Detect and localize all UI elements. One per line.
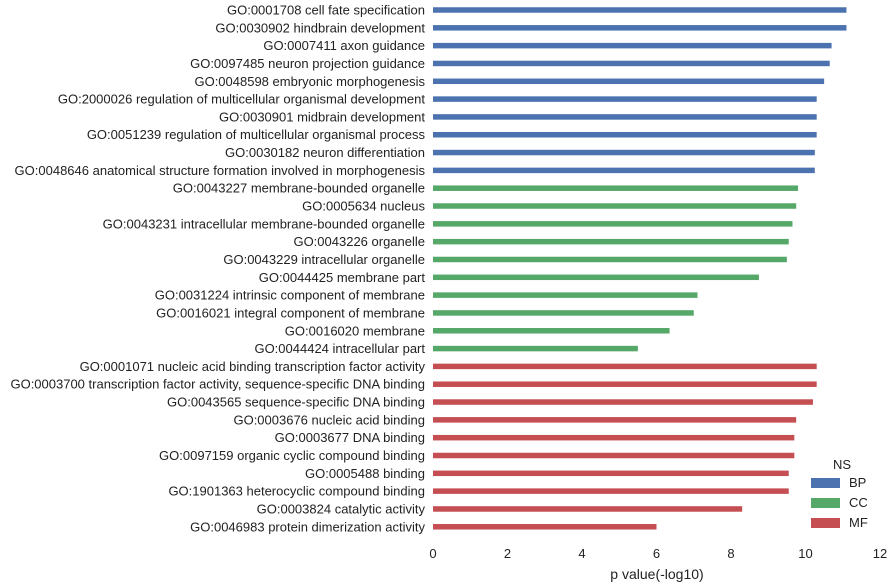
bar-cc-13 [433,238,789,245]
category-label: GO:0043227 membrane-bounded organelle [173,181,425,196]
bar-cc-15 [433,274,759,281]
category-label: GO:0048646 anatomical structure formatio… [15,163,426,178]
category-label: GO:0046983 protein dimerization activity [190,519,425,534]
x-tick-label: 8 [727,546,734,561]
category-label: GO:0016021 integral component of membran… [156,305,425,320]
bar-mf-22 [433,399,813,405]
x-tick-label: 0 [429,546,436,561]
category-label: GO:0051239 regulation of multicellular o… [87,127,426,142]
x-axis: 0 2 4 6 8 10 12 [429,546,887,561]
bar-mf-26 [433,470,789,477]
bar-mf-25 [433,452,795,459]
category-label: GO:0005488 binding [305,466,425,481]
category-label: GO:0097159 organic cyclic compound bindi… [159,448,425,463]
category-label: GO:0030902 hindbrain development [215,20,425,35]
bar-bp-1 [433,25,847,31]
category-label: GO:0030182 neuron differentiation [225,145,425,160]
bar-mf-24 [433,434,795,441]
bar-bp-2 [433,42,832,49]
legend: NS BP CC MF [811,457,868,530]
category-label: GO:0097485 neuron projection guidance [190,56,425,71]
category-label: GO:0016020 membrane [285,323,425,338]
category-label: GO:0043226 organelle [293,234,425,249]
category-label: GO:0001071 nucleic acid binding transcri… [80,359,426,374]
bar-bp-4 [433,78,825,85]
category-label: GO:0044424 intracellular part [254,341,425,356]
x-tick-label: 6 [653,546,660,561]
bar-bp-3 [433,60,830,67]
category-label: GO:0043565 sequence-specific DNA binding [167,395,425,410]
bar-bp-0 [433,7,847,13]
bar-mf-29 [433,524,657,530]
bar-cc-16 [433,292,698,298]
bar-cc-11 [433,203,797,209]
legend-label-mf: MF [849,515,868,530]
category-label: GO:0007411 axon guidance [263,38,425,53]
legend-swatch-mf [811,518,840,528]
legend-swatch-bp [811,478,840,488]
bar-mf-23 [433,417,797,423]
category-label: GO:0003677 DNA binding [275,430,425,445]
bar-mf-27 [433,488,789,494]
category-label: GO:0030901 midbrain development [219,109,425,124]
x-tick-label: 4 [578,546,585,561]
bar-cc-18 [433,328,670,334]
bar-cc-17 [433,310,694,316]
bar-mf-20 [433,363,817,370]
x-tick-label: 2 [504,546,511,561]
bar-mf-28 [433,506,743,512]
legend-title: NS [833,457,851,472]
bar-bp-7 [433,131,817,138]
category-label: GO:0003824 catalytic activity [257,501,426,516]
bar-cc-14 [433,256,787,263]
bar-bp-9 [433,167,815,174]
category-labels: GO:0001708 cell fate specification GO:003… [10,3,425,535]
category-label: GO:0043229 intracellular organelle [223,252,425,267]
bar-bp-6 [433,114,817,120]
category-label: GO:0003700 transcription factor activity… [10,377,425,392]
x-axis-label: p value(-log10) [610,566,703,582]
legend-label-cc: CC [849,495,868,510]
bar-cc-10 [433,185,799,191]
bar-cc-19 [433,345,638,352]
bar-bp-8 [433,149,815,156]
category-label: GO:0001708 cell fate specification [227,3,425,18]
bar-mf-21 [433,381,817,387]
legend-label-bp: BP [849,475,866,490]
category-label: GO:0005634 nucleus [302,199,425,214]
category-label: GO:1901363 heterocyclic compound binding [168,484,425,499]
bar-cc-12 [433,221,793,227]
legend-swatch-cc [811,498,840,508]
x-tick-label: 12 [873,546,887,561]
category-label: GO:0044425 membrane part [259,270,426,285]
category-label: GO:0048598 embryonic morphogenesis [194,74,425,89]
category-label: GO:0043231 intracellular membrane-bounde… [103,216,425,231]
category-label: GO:0031224 intrinsic component of membra… [155,288,425,303]
bars-layer [433,7,847,530]
category-label: GO:0003676 nucleic acid binding [233,412,425,427]
category-label: GO:2000026 regulation of multicellular o… [58,92,425,107]
bar-bp-5 [433,96,817,102]
x-tick-label: 10 [798,546,812,561]
